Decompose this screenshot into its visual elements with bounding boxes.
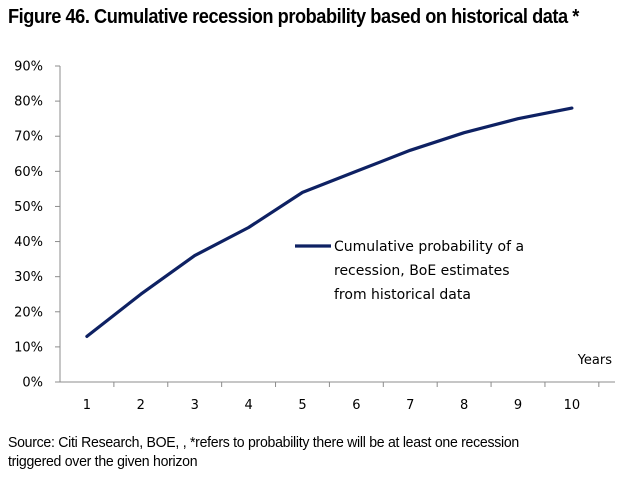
series-layer: [85, 106, 574, 338]
x-axis-title: Years: [577, 353, 613, 368]
y-tick-label: 20%: [14, 305, 43, 320]
y-tick-label: 60%: [14, 165, 43, 180]
x-tick-label: 10: [564, 398, 581, 413]
source-line-1: Source: Citi Research, BOE, , *refers to…: [8, 434, 519, 451]
y-tick-label: 80%: [14, 95, 43, 110]
x-tick-label: 3: [191, 398, 199, 413]
x-tick-label: 4: [244, 398, 252, 413]
x-tick-label: 1: [83, 398, 91, 413]
y-tick-label: 50%: [14, 200, 43, 215]
x-tick-label: 9: [514, 398, 522, 413]
x-tick-label: 7: [406, 398, 414, 413]
x-tick-label: 2: [137, 398, 145, 413]
x-tick-label: 6: [352, 398, 360, 413]
x-tick-label: 8: [460, 398, 468, 413]
source-note: Source: Citi Research, BOE, , *refers to…: [8, 433, 600, 471]
x-tick-label: 5: [298, 398, 306, 413]
legend-label: from historical data: [334, 287, 471, 303]
chart-title: Figure 46. Cumulative recession probabil…: [8, 6, 579, 28]
y-tick-label: 30%: [14, 270, 43, 285]
legend-label: recession, BoE estimates: [334, 263, 510, 279]
y-tick-label: 70%: [14, 130, 43, 145]
legend-label: Cumulative probability of a: [334, 239, 524, 255]
legend: Cumulative probability of a recession, Bo…: [295, 239, 524, 303]
y-axis: 0% 10% 20% 30% 40% 50% 60% 70% 80% 90%: [14, 60, 61, 391]
y-tick-label: 40%: [14, 235, 43, 250]
series-line: [85, 106, 574, 338]
source-line-2: triggered over the given horizon: [8, 453, 198, 470]
y-tick-label: 90%: [14, 60, 43, 75]
y-tick-label: 0%: [22, 376, 43, 391]
x-axis: 1 2 3 4 5 6 7 8 9 10: [60, 381, 615, 413]
y-tick-label: 10%: [14, 340, 43, 355]
